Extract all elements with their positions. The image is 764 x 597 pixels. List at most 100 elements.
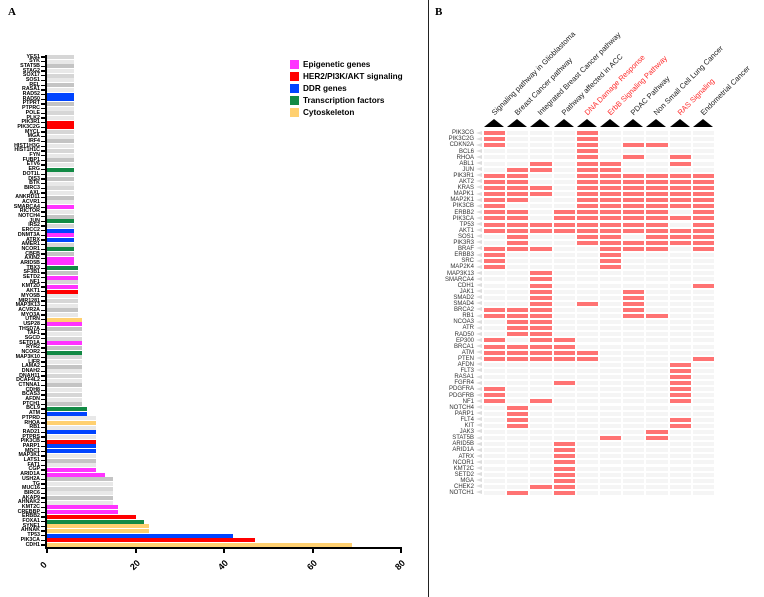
cell-off <box>506 435 530 442</box>
cell-off <box>622 160 646 167</box>
y-tick <box>41 455 46 457</box>
bar-parp1 <box>47 444 96 449</box>
legend-swatch <box>290 71 299 81</box>
cell-on <box>529 227 553 234</box>
cell-off <box>529 447 553 454</box>
row-label: RHOA <box>456 154 474 161</box>
gene-label: ACVR2A <box>18 306 40 313</box>
y-tick <box>41 539 46 541</box>
y-tick <box>41 234 46 236</box>
cell-on <box>506 239 530 246</box>
row-marker-icon <box>476 459 482 464</box>
cell-off <box>622 404 646 411</box>
cell-on <box>599 191 623 198</box>
cell-on <box>506 319 530 326</box>
cell-on <box>483 355 507 362</box>
cell-off <box>691 380 715 387</box>
y-tick <box>41 215 46 218</box>
y-tick <box>41 178 46 180</box>
cell-off <box>691 410 715 417</box>
cell-off <box>645 349 669 356</box>
row-marker-icon <box>476 411 482 416</box>
gene-label: LIFR <box>28 358 40 365</box>
row-label: TP53 <box>459 221 474 228</box>
cell-off <box>599 361 623 368</box>
cell-off <box>645 447 669 454</box>
bar-plk2 <box>47 116 74 120</box>
bar-map3k10 <box>47 355 83 360</box>
gene-label: SGCD <box>24 335 40 342</box>
cell-off <box>506 282 530 289</box>
cell-off <box>483 416 507 423</box>
row-marker-icon <box>476 276 482 281</box>
cell-off <box>668 447 692 454</box>
gene-label: MAP3K10 <box>15 353 40 360</box>
cell-on <box>668 416 692 423</box>
y-tick <box>41 211 46 213</box>
gene-label: PIK3CA <box>20 536 40 543</box>
bar-lama2 <box>47 364 83 369</box>
row-label: AFDN <box>457 362 474 368</box>
cell-on <box>552 349 576 356</box>
legend-swatch <box>290 83 299 93</box>
row-label: SMAD4 <box>453 301 474 307</box>
cell-on <box>506 184 530 191</box>
cell-off <box>506 203 530 210</box>
cell-off <box>483 166 507 173</box>
cell-off <box>483 374 507 381</box>
cell-off <box>552 392 576 399</box>
cell-on <box>575 142 599 149</box>
cell-on <box>483 349 507 356</box>
cell-off <box>483 154 507 161</box>
row-label: JUN <box>462 166 474 173</box>
gene-label: MUC16 <box>22 485 40 492</box>
cell-off <box>599 148 623 155</box>
cell-off <box>483 380 507 387</box>
y-tick <box>41 169 46 171</box>
cell-off <box>645 294 669 301</box>
panel-a-label: A <box>8 6 16 18</box>
y-tick <box>41 459 46 462</box>
cell-on <box>506 245 530 252</box>
cell-off <box>622 398 646 405</box>
bar-atrx <box>47 238 74 242</box>
row-label: SMAD2 <box>453 294 474 301</box>
y-tick <box>41 445 46 448</box>
gene-label: ERCC2 <box>22 227 40 234</box>
gene-label: RAD21 <box>22 428 40 435</box>
cell-on <box>599 233 623 240</box>
cell-off <box>622 270 646 277</box>
cell-on <box>529 306 553 313</box>
cell-off <box>668 471 692 478</box>
bar-dnmt3a <box>47 233 74 238</box>
cell-off <box>575 428 599 435</box>
cell-off <box>506 374 530 381</box>
cell-off <box>529 148 553 155</box>
row-label: SOS1 <box>457 233 474 240</box>
cell-off <box>483 489 507 496</box>
cell-on <box>599 264 623 271</box>
cell-off <box>645 422 669 429</box>
cell-off <box>668 209 692 216</box>
cell-on <box>552 471 576 478</box>
gene-label: USH2A <box>22 475 40 482</box>
y-tick <box>41 145 46 147</box>
cell-off <box>622 337 646 344</box>
row-marker-icon <box>476 417 482 422</box>
row-label: RASA1 <box>454 374 474 381</box>
cell-off <box>691 483 715 490</box>
bar-jun <box>47 219 74 224</box>
y-tick <box>41 520 46 523</box>
cell-off <box>691 306 715 313</box>
x-tick-label: 80 <box>392 557 408 573</box>
row-label: PIK3CG <box>451 130 474 137</box>
cell-off <box>691 367 715 374</box>
cell-off <box>575 386 599 393</box>
cell-on <box>575 349 599 356</box>
cell-on <box>691 227 715 234</box>
cell-off <box>599 136 623 143</box>
cell-off <box>575 276 599 283</box>
row-label: RB1 <box>462 313 474 320</box>
y-tick <box>41 333 46 335</box>
cell-off <box>552 233 576 240</box>
